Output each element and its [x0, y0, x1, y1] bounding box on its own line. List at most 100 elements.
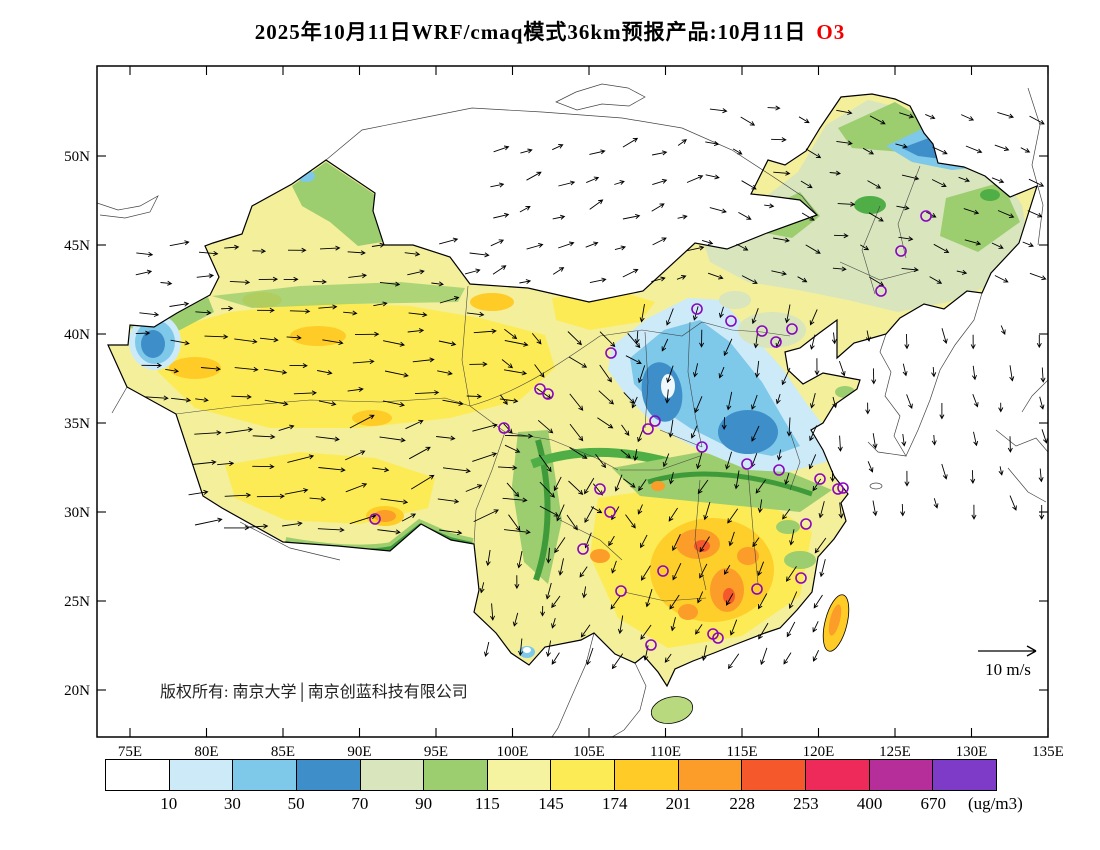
colorbar-cell [360, 760, 425, 790]
city-marker [615, 585, 627, 597]
colorbar-cell [678, 760, 743, 790]
wind-vector-group [479, 547, 552, 658]
colorbar-cell [933, 760, 996, 790]
city-marker [795, 572, 807, 584]
lon-axis-label: 130E [956, 744, 988, 760]
colorbar-cell [806, 760, 870, 790]
colorbar-tick-label: 70 [351, 794, 369, 813]
colorbar-tick-label: 50 [287, 794, 305, 813]
taiwan-island [822, 594, 850, 652]
lat-axis-label: 30N [64, 505, 90, 521]
city-marker [657, 565, 669, 577]
lon-axis-label: 90E [347, 744, 371, 760]
wind-vector-group [490, 137, 705, 285]
city-marker [594, 483, 606, 495]
lon-axis-label: 95E [424, 744, 448, 760]
city-marker [534, 383, 546, 395]
city-marker [604, 506, 616, 518]
lon-axis-label: 105E [573, 744, 605, 760]
colorbar-cell [869, 760, 934, 790]
colorbar-cell [169, 760, 234, 790]
map-land-layer: 版权所有: 南京大学│南京创蓝科技有限公司 10 m/s [97, 83, 1048, 737]
city-marker [691, 303, 703, 315]
colorbar-tick-label: 90 [415, 794, 433, 813]
colorbar-cells [106, 760, 996, 790]
colorbar-tick-label: 670 [920, 794, 947, 813]
wind-vector-group [701, 105, 1047, 286]
city-marker [786, 323, 798, 335]
title-pollutant: O3 [816, 20, 846, 44]
axis-labels: 50N 45N 40N 35N 30N 25N 20N 75E 80E 85E 90E 95E 100E… [64, 149, 1064, 760]
colorbar-unit-label: (ug/m3) [968, 794, 1023, 813]
city-markers [369, 210, 932, 651]
wind-vector-group [135, 237, 490, 318]
lat-axis-label: 50N [64, 149, 90, 165]
wind-reference-legend: 10 m/s [978, 645, 1037, 679]
lon-axis-label: 135E [1032, 744, 1064, 760]
city-marker [837, 482, 849, 494]
colorbar-tick-label: 115 [474, 794, 500, 813]
colorbar-cell [551, 760, 616, 790]
colorbar [105, 759, 997, 791]
city-marker [498, 422, 510, 434]
colorbar-cell [615, 760, 679, 790]
city-marker [875, 285, 887, 297]
colorbar-cell [106, 760, 170, 790]
city-marker [696, 441, 708, 453]
wind-vector-group [188, 414, 534, 536]
lon-axis-label: 115E [726, 744, 757, 760]
lat-axis-label: 45N [64, 238, 90, 254]
city-marker [895, 245, 907, 257]
axis-ticks [97, 66, 1049, 737]
map-frame [96, 65, 1049, 738]
city-marker [649, 415, 661, 427]
wind-reference-label: 10 m/s [985, 660, 1031, 679]
city-marker [800, 518, 812, 530]
city-marker [605, 347, 617, 359]
city-marker [920, 210, 932, 222]
lat-axis-label: 40N [64, 327, 90, 343]
lon-axis-label: 80E [194, 744, 218, 760]
colorbar-tick-label: 145 [538, 794, 564, 813]
city-marker [770, 336, 782, 348]
city-marker [712, 632, 724, 644]
city-marker [369, 513, 381, 525]
city-marker [642, 423, 654, 435]
colorbar-cell [742, 760, 807, 790]
city-marker [542, 388, 554, 400]
hainan-island [650, 696, 694, 724]
colorbar-cell [296, 760, 361, 790]
foreign-coastlines [97, 83, 1048, 737]
page-title: 2025年10月11日WRF/cmaq模式36km预报产品:10月11日 O3 [0, 16, 1100, 46]
lat-axis-label: 20N [64, 683, 90, 699]
city-marker [741, 458, 753, 470]
wind-vector-group [551, 470, 827, 670]
lon-axis-label: 110E [650, 744, 681, 760]
colorbar-tick-label: 174 [601, 794, 628, 813]
colorbar-cell [424, 760, 488, 790]
lat-axis-label: 25N [64, 594, 90, 610]
city-marker [751, 583, 763, 595]
city-marker [814, 473, 826, 485]
city-marker [832, 483, 844, 495]
city-marker [756, 325, 768, 337]
colorbar-tick-label: 228 [729, 794, 755, 813]
wind-vector-group [135, 328, 529, 408]
city-marker [645, 639, 657, 651]
wind-reference-arrow [978, 645, 1037, 657]
city-marker [725, 315, 737, 327]
watermark: 版权所有: 南京大学│南京创蓝科技有限公司 [160, 682, 468, 702]
lon-axis-label: 75E [118, 744, 142, 760]
colorbar-tick-label: 400 [856, 794, 883, 813]
colorbar-cell [487, 760, 552, 790]
wind-vector-group [830, 325, 1048, 520]
lon-axis-label: 120E [803, 744, 835, 760]
colorbar-tick-label: 253 [793, 794, 819, 813]
colorbar-cell [233, 760, 297, 790]
colorbar-tick-label: 201 [665, 794, 692, 813]
colorbar-tick-label: 10 [160, 794, 178, 813]
lon-axis-label: 100E [497, 744, 529, 760]
city-marker [773, 464, 785, 476]
